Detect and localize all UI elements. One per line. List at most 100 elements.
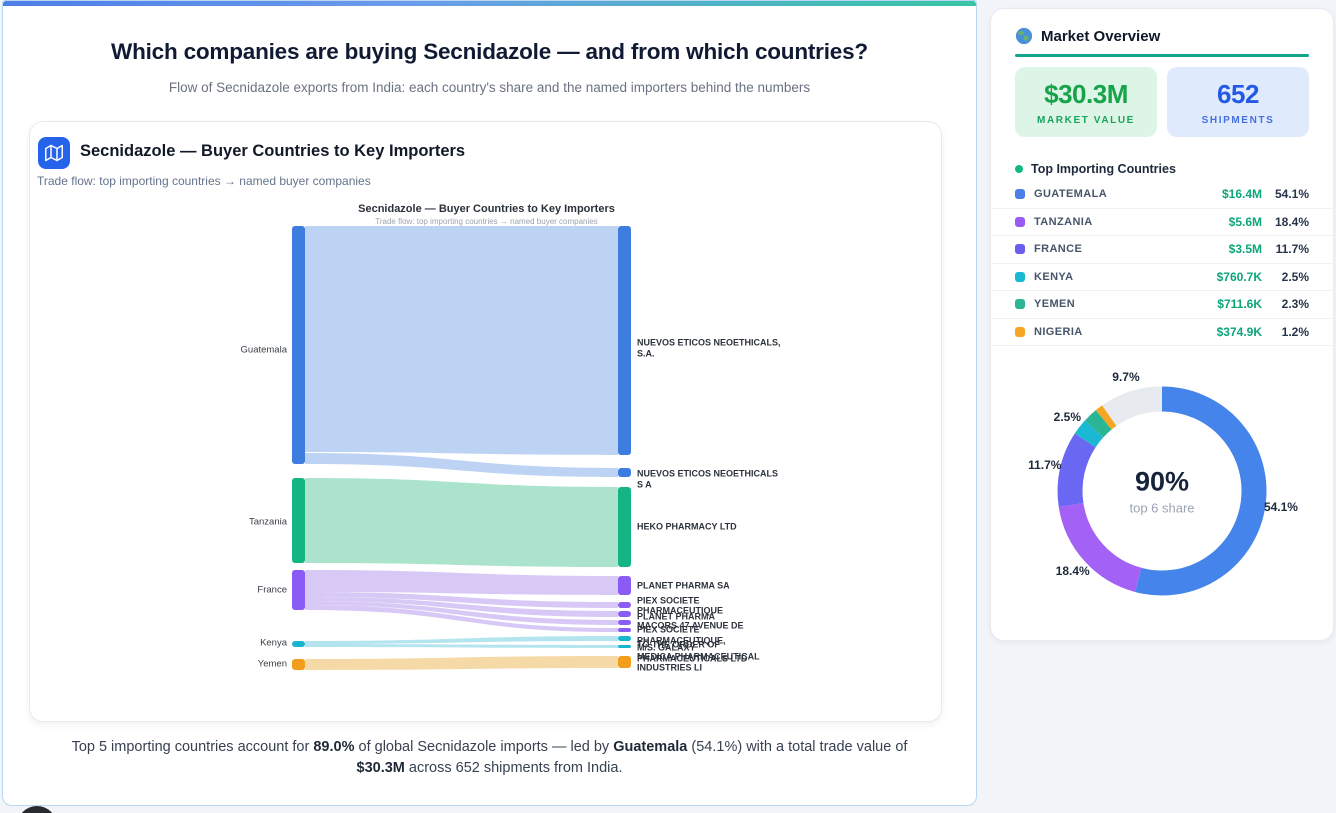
sankey-target-node[interactable]: [618, 611, 631, 617]
sankey-target-node[interactable]: [618, 620, 631, 625]
sankey-target-label: NUEVOS ETICOS NEOETHICALS, S.A.: [637, 337, 781, 358]
sankey-diagram: Secnidazole — Buyer Countries to Key Imp…: [30, 122, 943, 723]
sankey-flows-layer: [305, 226, 618, 670]
sankey-target-label: PIEX SOCIETE PHARMACEUTIQUE,: [637, 624, 726, 645]
sankey-target-node[interactable]: [618, 576, 631, 595]
country-percent: 54.1%: [1274, 187, 1309, 202]
donut-rings-layer: [1057, 386, 1267, 596]
sankey-target-label: MACORS 47 AVENUE DE: [637, 620, 744, 631]
sankey-target-node[interactable]: [618, 628, 631, 632]
sankey-flow: [305, 636, 618, 644]
stat-card: 652 SHIPMENTS: [1167, 67, 1309, 137]
donut-slice-label: 2.5%: [1053, 410, 1082, 425]
country-percent: 2.5%: [1281, 269, 1309, 284]
donut-slice-label: 11.7%: [1028, 458, 1062, 473]
country-value: $5.6M: [1228, 214, 1262, 229]
country-color-swatch: [1015, 216, 1025, 227]
country-value: $374.9K: [1216, 324, 1262, 339]
sankey-subtitle: Trade flow: top importing countries → na…: [375, 217, 598, 226]
country-value: $16.4M: [1221, 187, 1262, 202]
page-subtitle: Flow of Secnidazole exports from India: …: [168, 80, 811, 95]
donut-slice: [1095, 405, 1117, 430]
donut-slice: [1102, 386, 1163, 427]
donut-slice: [1058, 502, 1142, 592]
chart-card-title: Secnidazole — Buyer Countries to Key Imp…: [80, 142, 466, 160]
sankey-flow: [305, 644, 618, 648]
donut-center-value: 90%: [1134, 466, 1190, 497]
sankey-target-label: MEDICA PHARMACEUTICAL INDUSTRIES LI: [637, 651, 760, 672]
country-name: NIGERIA: [1034, 325, 1083, 338]
sankey-target-label: PLANET PHARMA SA: [637, 580, 730, 591]
country-color-swatch: [1015, 326, 1025, 337]
country-color-swatch: [1015, 271, 1025, 282]
sankey-flow: [305, 226, 618, 455]
country-name: TANZANIA: [1034, 215, 1093, 228]
donut-slice: [1074, 420, 1104, 448]
country-color-swatch: [1015, 244, 1025, 255]
country-name: YEMEN: [1034, 298, 1076, 311]
sankey-source-node[interactable]: [292, 659, 305, 670]
country-percent: 11.7%: [1275, 242, 1309, 257]
country-row: FRANCE $3.5M 11.7%: [991, 236, 1333, 264]
sidebar-title-underline: [1015, 54, 1309, 57]
sankey-flow: [305, 656, 618, 670]
share-donut-chart: 90% top 6 share 54.1% 18.4% 11.7% 2.5% 9.7%: [991, 369, 1333, 619]
sankey-source-node[interactable]: [292, 226, 305, 464]
sankey-source-node[interactable]: [292, 570, 305, 610]
country-row: TANZANIA $5.6M 18.4%: [991, 209, 1333, 236]
top-countries-title: Top Importing Countries: [1031, 162, 1176, 176]
summary-segment: (54.1%) with a total trade value of: [687, 739, 908, 755]
sankey-target-node[interactable]: [618, 656, 631, 668]
sankey-flow: [305, 592, 618, 608]
sankey-target-label: NUEVOS ETICOS NEOETHICALS S A: [637, 468, 779, 489]
donut-slice: [1084, 410, 1112, 438]
donut-slice-label: 54.1%: [1263, 499, 1298, 514]
country-percent: 1.2%: [1281, 324, 1309, 339]
country-name: FRANCE: [1034, 243, 1083, 256]
top-gradient-bar: [3, 1, 976, 6]
sankey-target-node[interactable]: [618, 602, 631, 608]
sankey-target-label: PIEX SOCIETE PHARMACEUTIQUE: [637, 594, 724, 616]
globe-icon: [1015, 27, 1033, 45]
floating-action-button[interactable]: [17, 806, 57, 813]
country-name: KENYA: [1034, 270, 1074, 283]
country-row: GUATEMALA $16.4M 54.1%: [991, 181, 1333, 209]
top-countries-list: GUATEMALA $16.4M 54.1% TANZANIA $5.6M 18.4% FR…: [991, 181, 1333, 346]
summary-segment: across 652 shipments from India.: [404, 760, 623, 777]
sankey-source-node[interactable]: [292, 478, 305, 563]
main-panel: Which companies are buying Secnidazole —…: [2, 0, 977, 806]
stat-value: 652: [1217, 78, 1259, 109]
summary-segment: of global Secnidazole imports — led by: [354, 739, 614, 755]
sankey-target-node[interactable]: [618, 468, 631, 477]
section-dot-icon: [1015, 165, 1023, 173]
summary-segment: Top 5 importing countries account for: [71, 739, 314, 755]
chart-card-subtitle: Trade flow: top importing countries → na…: [37, 174, 371, 188]
sankey-source-node[interactable]: [292, 641, 305, 647]
sankey-chart-card: Secnidazole — Buyer Countries to Key Imp…: [29, 121, 942, 722]
sankey-target-node[interactable]: [618, 645, 631, 648]
stat-card: $30.3M MARKET VALUE: [1015, 67, 1157, 137]
stat-label: MARKET VALUE: [1037, 114, 1135, 126]
country-percent: 2.3%: [1281, 297, 1309, 312]
country-row: NIGERIA $374.9K 1.2%: [991, 319, 1333, 346]
sankey-flow: [305, 605, 618, 632]
donut-slice-label: 9.7%: [1112, 369, 1140, 384]
sankey-target-node[interactable]: [618, 226, 631, 455]
sankey-target-label: M/S. GALAXY PHARMACEUTICALS LTD: [637, 642, 748, 663]
sankey-target-node[interactable]: [618, 487, 631, 567]
sankey-source-label: Kenya: [260, 637, 287, 649]
sankey-title: Secnidazole — Buyer Countries to Key Imp…: [358, 203, 615, 215]
sankey-target-label: PLANET PHARMA: [637, 611, 715, 622]
donut-slice: [1135, 386, 1267, 596]
sankey-flow: [305, 478, 618, 567]
sankey-source-label: Guatemala: [240, 344, 287, 356]
country-row: YEMEN $711.6K 2.3%: [991, 291, 1333, 319]
sankey-target-node[interactable]: [618, 636, 631, 641]
sankey-flow: [305, 597, 618, 617]
summary-text: Top 5 importing countries account for 89…: [50, 737, 930, 779]
sankey-flow: [305, 453, 618, 477]
sankey-source-label: Tanzania: [248, 516, 287, 528]
donut-center-text: 90% top 6 share: [1129, 467, 1194, 516]
stats-row: $30.3M MARKET VALUE 652 SHIPMENTS: [1015, 67, 1309, 137]
sankey-target-label: HEKO PHARMACY LTD: [637, 521, 737, 532]
